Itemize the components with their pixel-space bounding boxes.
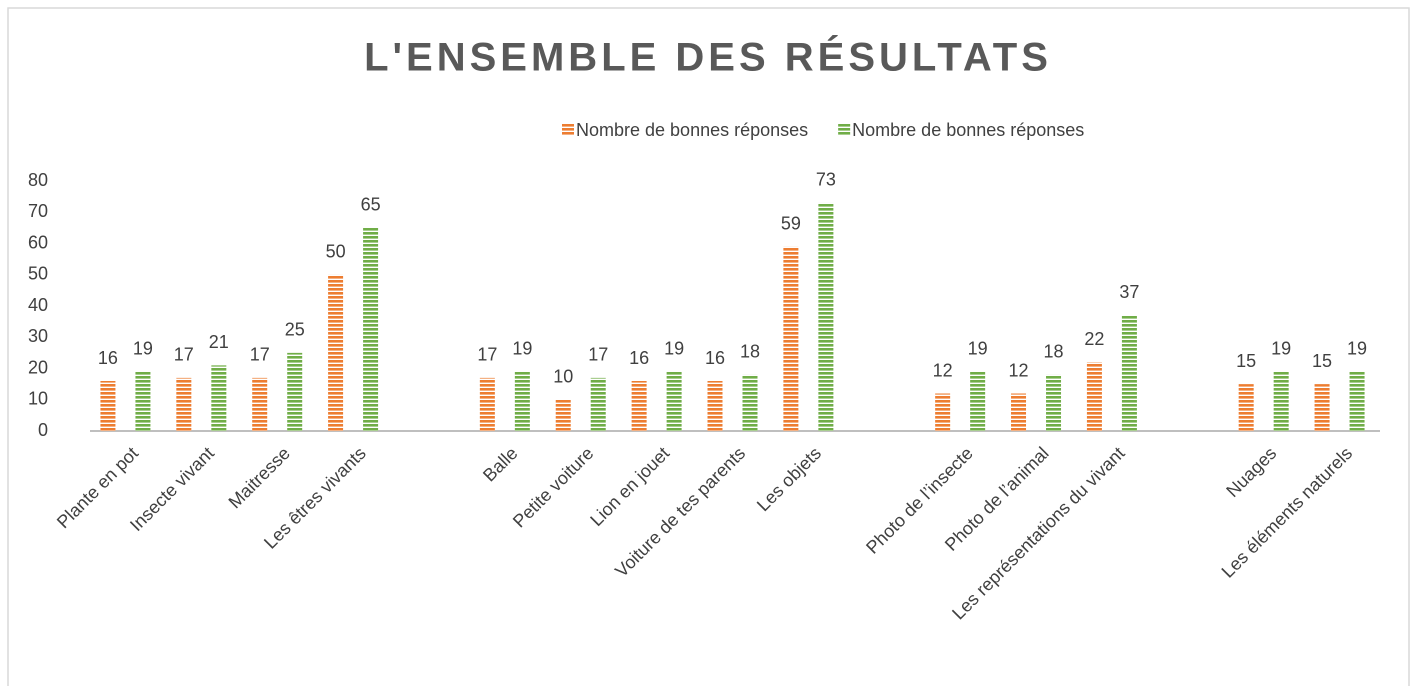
data-label: 15 [1236, 351, 1256, 371]
data-label: 22 [1084, 329, 1104, 349]
y-tick-label: 10 [28, 389, 48, 409]
bar [479, 377, 495, 431]
bar [176, 377, 192, 431]
data-label: 73 [816, 170, 836, 190]
data-label: 16 [629, 348, 649, 368]
bar [100, 381, 116, 431]
data-label: 12 [1009, 360, 1029, 380]
bar [1238, 384, 1254, 431]
legend-label: Nombre de bonnes réponses [576, 120, 808, 140]
data-label: 65 [361, 195, 381, 215]
data-label: 18 [740, 342, 760, 362]
legend-swatch [838, 124, 851, 136]
bar [363, 227, 379, 431]
bar [742, 374, 758, 431]
legend-label: Nombre de bonnes réponses [852, 120, 1084, 140]
bar [1121, 315, 1137, 431]
data-label: 19 [664, 338, 684, 358]
data-label: 19 [133, 338, 153, 358]
bar [135, 371, 151, 431]
y-tick-label: 60 [28, 232, 48, 252]
bar [514, 371, 530, 431]
data-label: 59 [781, 213, 801, 233]
y-tick-label: 30 [28, 326, 48, 346]
bar [970, 371, 986, 431]
data-label: 17 [174, 345, 194, 365]
data-label: 19 [1271, 338, 1291, 358]
bar [1349, 371, 1365, 431]
bar [1086, 362, 1102, 431]
data-label: 17 [250, 345, 270, 365]
data-label: 10 [553, 367, 573, 387]
y-tick-label: 20 [28, 357, 48, 377]
bar [287, 352, 303, 431]
data-label: 19 [1347, 338, 1367, 358]
legend-swatch [562, 124, 574, 136]
data-label: 17 [588, 345, 608, 365]
bar [555, 399, 571, 431]
data-label: 15 [1312, 351, 1332, 371]
data-label: 25 [285, 320, 305, 340]
data-label: 37 [1119, 282, 1139, 302]
data-label: 12 [933, 360, 953, 380]
bar [666, 371, 682, 431]
bar [328, 274, 344, 431]
data-label: 17 [477, 345, 497, 365]
chart-title: L'ENSEMBLE DES RÉSULTATS [364, 35, 1052, 80]
data-label: 21 [209, 332, 229, 352]
data-label: 19 [968, 338, 988, 358]
data-label: 19 [512, 338, 532, 358]
y-tick-label: 50 [28, 264, 48, 284]
data-label: 16 [98, 348, 118, 368]
data-label: 50 [326, 242, 346, 262]
data-label: 16 [705, 348, 725, 368]
bar [707, 381, 723, 431]
bar [935, 393, 951, 431]
bar [590, 377, 606, 431]
bar [211, 365, 227, 431]
y-tick-label: 80 [28, 170, 48, 190]
data-label: 18 [1044, 342, 1064, 362]
bar [1273, 371, 1289, 431]
bar [1011, 393, 1027, 431]
bar [631, 381, 647, 431]
bar [818, 202, 834, 431]
bar [1046, 374, 1062, 431]
bar [1314, 384, 1330, 431]
y-tick-label: 70 [28, 201, 48, 221]
bar [252, 377, 268, 431]
chart-frame [7, 7, 1410, 691]
bar [783, 246, 799, 431]
y-tick-label: 0 [38, 420, 48, 440]
y-tick-label: 40 [28, 295, 48, 315]
